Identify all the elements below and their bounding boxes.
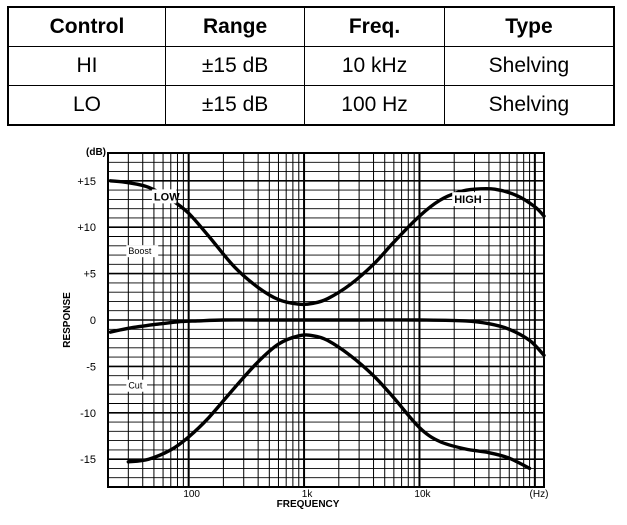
table-header-row: Control Range Freq. Type — [7, 6, 615, 47]
x-tick-label: 100 — [183, 489, 200, 500]
annotation-backing — [126, 379, 148, 392]
table-cell: 10 kHz — [304, 46, 445, 86]
frequency-response-chart: +15 +10 +5 0 -5 -10 -15 (dB) 100 1k 10k (Hz) FREQUEN… — [62, 147, 548, 510]
table-row: HI ±15 dB 10 kHz Shelving — [7, 46, 615, 86]
series-line-flat — [108, 318, 546, 357]
annotation-label: LOW — [154, 191, 180, 203]
table-cell: ±15 dB — [164, 85, 306, 126]
col-header-control: Control — [7, 6, 166, 47]
table-cell: LO — [7, 85, 166, 126]
x-tick-label: 10k — [414, 489, 431, 500]
series-line-boost — [108, 179, 546, 307]
annotation-label: Boost — [128, 246, 152, 256]
annotation-backing — [126, 245, 159, 258]
table-cell: ±15 dB — [164, 46, 306, 86]
annotation-backing — [452, 192, 484, 207]
y-tick-label: +10 — [77, 222, 96, 234]
y-tick-label: -5 — [86, 361, 96, 373]
col-header-freq: Freq. — [304, 6, 445, 47]
table-row: LO ±15 dB 100 Hz Shelving — [7, 85, 615, 126]
annotation-label: HIGH — [454, 194, 482, 206]
y-tick-label: -15 — [80, 454, 96, 466]
annotation-label: Cut — [128, 381, 143, 391]
y-tick-label: 0 — [90, 315, 96, 327]
table-cell: Shelving — [443, 85, 615, 126]
x-tick-label: 1k — [302, 489, 314, 500]
series-line-cut — [126, 333, 532, 471]
table-cell: 100 Hz — [304, 85, 445, 126]
annotation-backing — [151, 189, 177, 204]
chart-labels: +15 +10 +5 0 -5 -10 -15 (dB) 100 1k 10k (Hz) FREQUEN… — [62, 147, 548, 510]
y-axis-title: RESPONSE — [62, 292, 73, 348]
table-cell: Shelving — [443, 46, 615, 86]
chart-curves — [108, 179, 546, 471]
spec-table: Control Range Freq. Type HI ±15 dB 10 kH… — [7, 6, 615, 126]
x-unit-label: (Hz) — [530, 489, 549, 500]
col-header-range: Range — [164, 6, 306, 47]
table-cell: HI — [7, 46, 166, 86]
x-axis-title: FREQUENCY — [277, 499, 340, 510]
y-tick-label: +15 — [77, 176, 96, 188]
plot-frame — [107, 152, 545, 488]
col-header-type: Type — [443, 6, 615, 47]
y-unit-label: (dB) — [86, 147, 106, 158]
y-tick-label: -10 — [80, 408, 96, 420]
y-tick-label: +5 — [83, 269, 96, 281]
